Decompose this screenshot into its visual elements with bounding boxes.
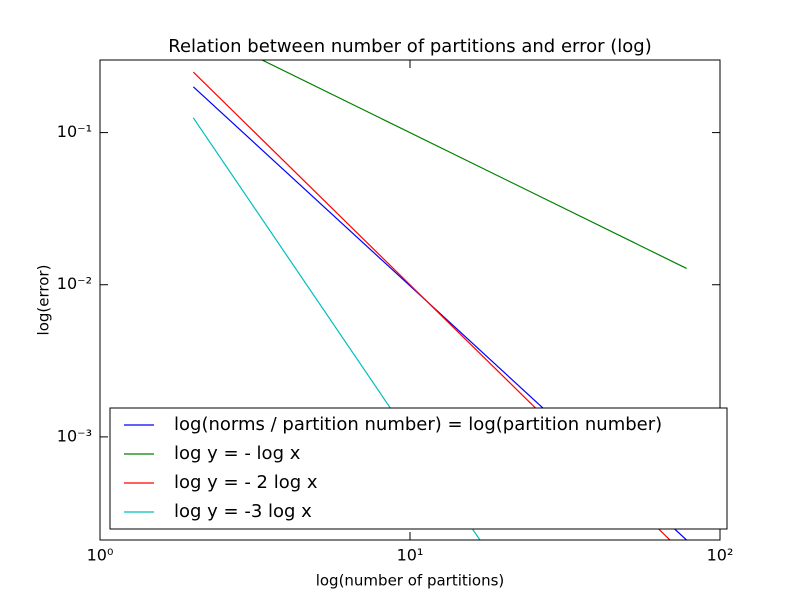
x-tick-label: 10⁰ xyxy=(87,546,114,565)
x-tick-label: 10¹ xyxy=(397,546,424,565)
chart-title: Relation between number of partitions an… xyxy=(168,36,651,57)
y-axis-label: log(error) xyxy=(35,265,53,336)
legend-label: log y = - 2 log x xyxy=(174,472,318,493)
legend-label: log y = - log x xyxy=(174,443,301,464)
y-tick-label: 10⁻¹ xyxy=(57,122,92,141)
legend-box xyxy=(109,407,728,530)
y-tick-label: 10⁻² xyxy=(57,274,92,293)
x-axis-label: log(number of partitions) xyxy=(316,572,505,590)
y-tick-label: 10⁻³ xyxy=(57,426,92,445)
legend-label: log(norms / partition number) = log(part… xyxy=(174,414,662,435)
legend-label: log y = -3 log x xyxy=(174,501,312,522)
series-line xyxy=(260,60,687,269)
x-tick-label: 10² xyxy=(707,546,734,565)
